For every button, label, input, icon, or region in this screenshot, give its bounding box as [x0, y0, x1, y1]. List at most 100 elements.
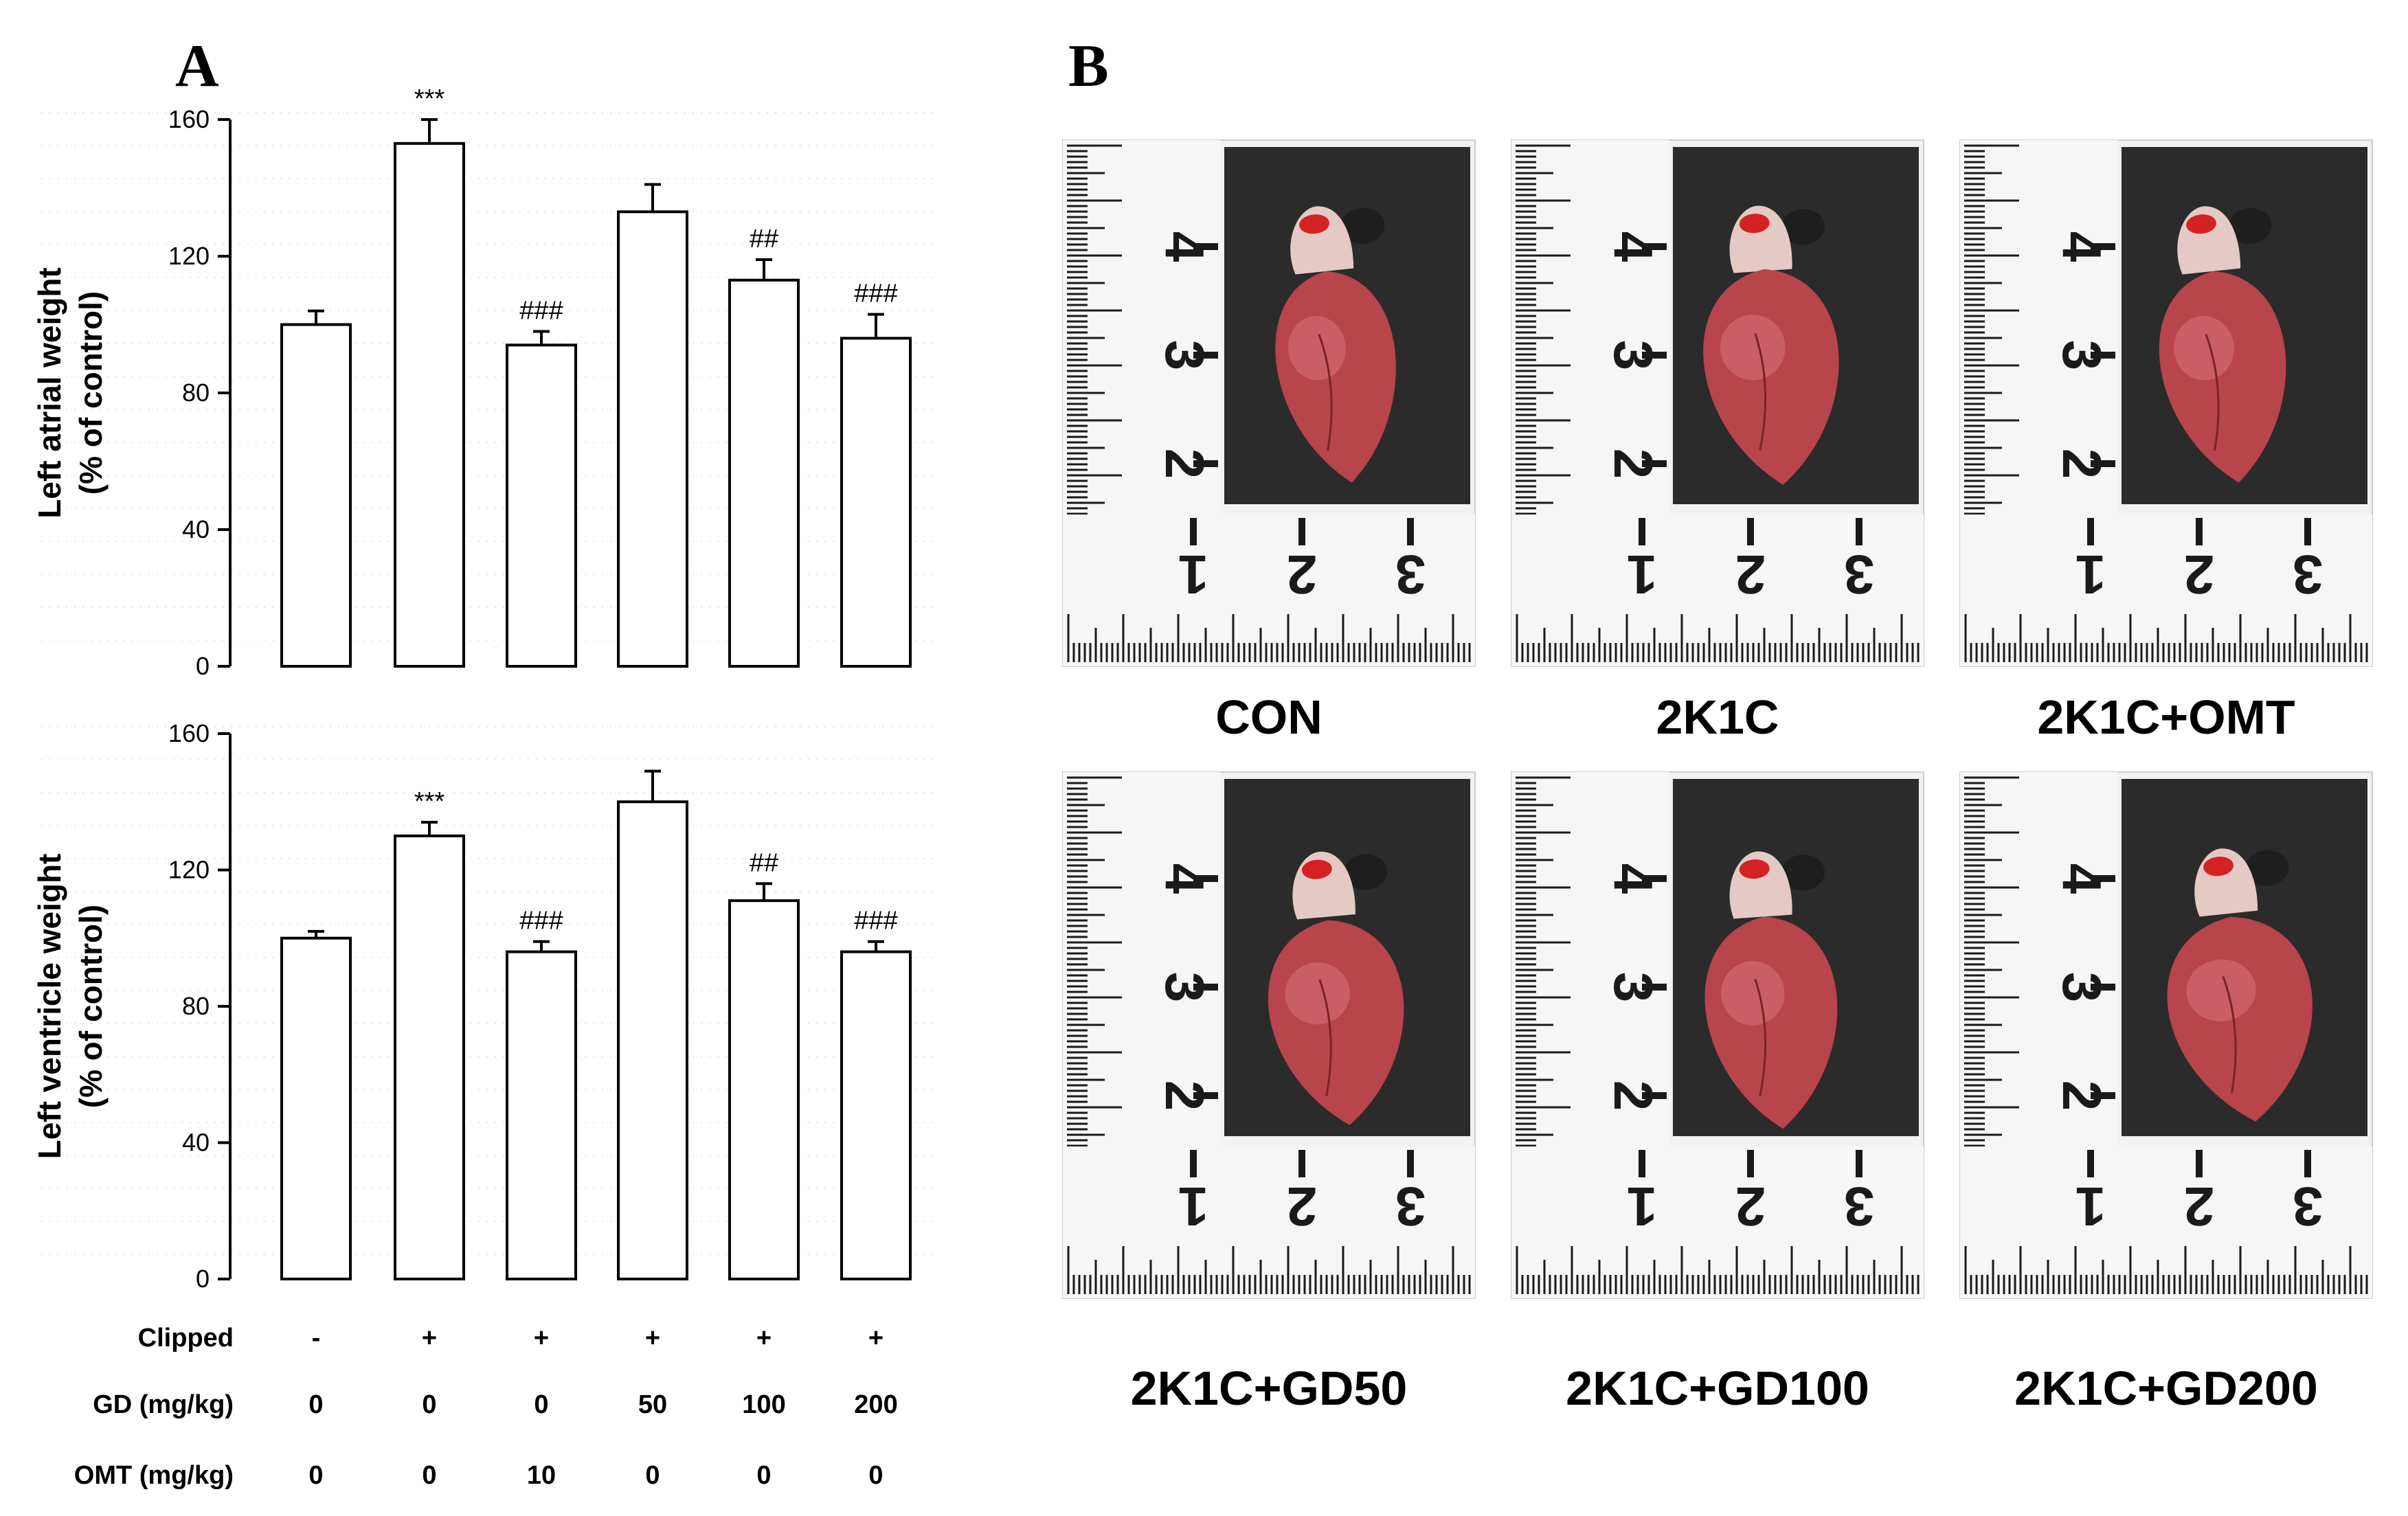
- bar-2K1C+GD50: [617, 210, 688, 668]
- ruler-number: 1: [1627, 544, 1658, 605]
- ruler-mark: [2196, 518, 2203, 545]
- ruler-mark: [2091, 875, 2115, 882]
- ruler-mark: [1642, 1092, 1667, 1099]
- significance-label: ***: [414, 84, 445, 113]
- y-tick-label: 120: [168, 242, 210, 270]
- ruler-mark: [1639, 518, 1645, 545]
- heart-image: [2159, 206, 2286, 483]
- ruler-mark: [1298, 1150, 1305, 1177]
- heart-image: [1275, 206, 1396, 483]
- ruler-number: 1: [2075, 544, 2106, 605]
- ruler-mark: [1193, 352, 1218, 359]
- y-tick-label: 0: [196, 1265, 210, 1293]
- stain: [2244, 850, 2289, 886]
- significance-label: ##: [750, 225, 778, 253]
- y-tick-label: 80: [182, 378, 210, 407]
- stain: [1343, 854, 1388, 890]
- significance-label: ###: [519, 296, 563, 325]
- ruler-mark: [1193, 243, 1218, 250]
- condition-value: 0: [422, 1461, 436, 1490]
- significance-label: ###: [854, 280, 897, 308]
- significance-label: ***: [414, 787, 445, 816]
- ruler-mark: [1747, 1150, 1754, 1177]
- horizontal-ruler: [1063, 514, 1475, 666]
- heart-highlight: [2173, 316, 2234, 381]
- bar-2K1C: [394, 834, 465, 1280]
- condition-value: +: [422, 1324, 437, 1353]
- condition-label: Clipped: [138, 1324, 234, 1353]
- condition-value: +: [645, 1324, 660, 1353]
- y-axis-label: Left atrial weight: [32, 267, 67, 518]
- ruler-mark: [1642, 875, 1667, 882]
- horizontal-ruler: [1511, 514, 1924, 666]
- bar-2K1C+GD100: [728, 278, 800, 668]
- photo-label: 2K1C+GD50: [1131, 1361, 1408, 1415]
- heart-vein: [2205, 333, 2220, 451]
- stain: [2227, 207, 2272, 244]
- stain: [1340, 207, 1385, 244]
- y-tick-label: 120: [168, 856, 210, 884]
- condition-value: 200: [854, 1390, 897, 1419]
- bar-CON: [280, 936, 352, 1280]
- y-tick-label: 40: [182, 1129, 210, 1157]
- panel-a-letter: A: [175, 33, 219, 100]
- ruler-number: 3: [1844, 1176, 1875, 1237]
- ruler-number: 2: [1735, 1176, 1766, 1237]
- y-axis-unit: (% of control): [73, 291, 109, 495]
- heart-image: [1703, 205, 1839, 485]
- bar-2K1C+GD200: [840, 337, 912, 668]
- ruler-mark: [1856, 1150, 1863, 1177]
- condition-value: 0: [756, 1461, 771, 1490]
- ruler-mark: [1193, 1092, 1218, 1099]
- vessel-opening: [1739, 859, 1770, 879]
- y-tick-label: 160: [168, 719, 210, 747]
- bar-2K1C+OMT: [506, 343, 577, 668]
- ruler-mark: [2091, 984, 2115, 991]
- heart-image: [1268, 851, 1404, 1125]
- vessel-opening: [1301, 859, 1332, 879]
- ruler-mark: [1642, 460, 1667, 467]
- condition-value: 0: [422, 1390, 436, 1419]
- condition-value: 0: [534, 1390, 548, 1419]
- vessel-opening: [1299, 214, 1329, 234]
- ruler-mark: [2087, 1150, 2094, 1177]
- condition-value: -: [312, 1324, 321, 1353]
- ruler-number: 1: [1627, 1176, 1658, 1237]
- condition-value: +: [868, 1324, 884, 1353]
- heart-image: [2167, 848, 2313, 1122]
- panel-b-letter: B: [1068, 33, 1109, 100]
- condition-value: +: [534, 1324, 549, 1353]
- ruler-mark: [1407, 518, 1414, 545]
- vessel-opening: [1739, 214, 1770, 234]
- ruler-mark: [1190, 518, 1197, 545]
- ruler-number: 3: [2293, 1176, 2323, 1237]
- significance-label: ##: [750, 848, 778, 877]
- ruler-mark: [2304, 1150, 2311, 1177]
- ruler-number: 2: [1735, 544, 1766, 605]
- ruler-mark: [2087, 518, 2094, 545]
- ruler-number: 3: [1844, 544, 1875, 605]
- heart-vein: [1318, 979, 1332, 1097]
- heart-highlight: [1288, 316, 1346, 381]
- ruler-number: 3: [2293, 544, 2323, 605]
- y-tick-label: 0: [196, 652, 210, 680]
- ruler-mark: [1856, 518, 1863, 545]
- condition-value: 0: [308, 1461, 323, 1490]
- photo-label: CON: [1215, 690, 1323, 744]
- ruler-mark: [2091, 1092, 2115, 1099]
- photo-label: 2K1C+OMT: [2037, 690, 2295, 744]
- condition-value: 0: [308, 1390, 323, 1419]
- ruler-mark: [2304, 518, 2311, 545]
- vessel-opening: [2203, 857, 2233, 876]
- horizontal-ruler: [1063, 1146, 1475, 1298]
- heart-highlight: [2186, 959, 2256, 1021]
- condition-value: 0: [868, 1461, 883, 1490]
- ruler-number: 1: [1178, 1176, 1209, 1237]
